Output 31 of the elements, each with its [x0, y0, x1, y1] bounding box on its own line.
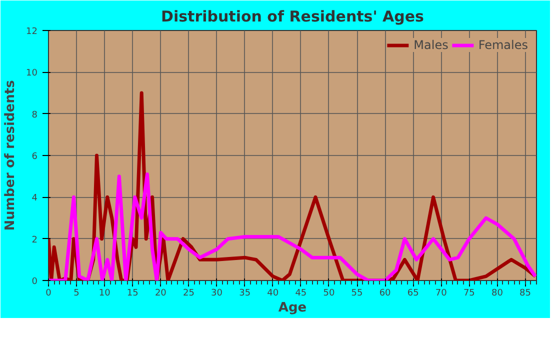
x-axis-title: Age	[278, 300, 307, 316]
legend-label: Females	[478, 38, 528, 52]
x-tick-label: 40	[267, 288, 279, 298]
y-tick-label: 10	[26, 68, 38, 79]
x-tick-label: 70	[435, 288, 448, 298]
legend-label: Males	[414, 38, 448, 52]
x-tick-label: 75	[463, 288, 475, 298]
y-tick-label: 4	[32, 194, 38, 204]
x-tick-label: 45	[295, 288, 307, 298]
x-tick-label: 35	[239, 288, 251, 298]
x-tick-label: 0	[46, 288, 52, 298]
x-tick-label: 80	[492, 288, 504, 298]
y-tick-label: 0	[32, 277, 38, 287]
x-tick-label: 5	[74, 288, 80, 298]
y-tick-label: 12	[26, 27, 38, 37]
x-tick-label: 60	[379, 288, 392, 298]
x-tick-label: 20	[154, 288, 167, 298]
x-tick-label: 65	[407, 288, 419, 298]
x-tick-label: 30	[211, 288, 223, 298]
y-tick-label: 6	[32, 152, 38, 162]
line-series	[48, 172, 536, 280]
x-tick-label: 55	[351, 288, 363, 298]
y-tick-label: 2	[32, 235, 38, 246]
x-tick-label: 15	[126, 288, 138, 298]
x-tick-label: 85	[520, 288, 532, 298]
x-tick-label: 10	[98, 288, 111, 298]
chart-title: Distribution of Residents' Ages	[161, 8, 424, 26]
x-tick-label: 50	[323, 288, 335, 298]
x-tick-label: 25	[183, 288, 194, 298]
y-tick-label: 8	[32, 110, 38, 120]
y-axis-title: Number of residents	[3, 80, 18, 231]
